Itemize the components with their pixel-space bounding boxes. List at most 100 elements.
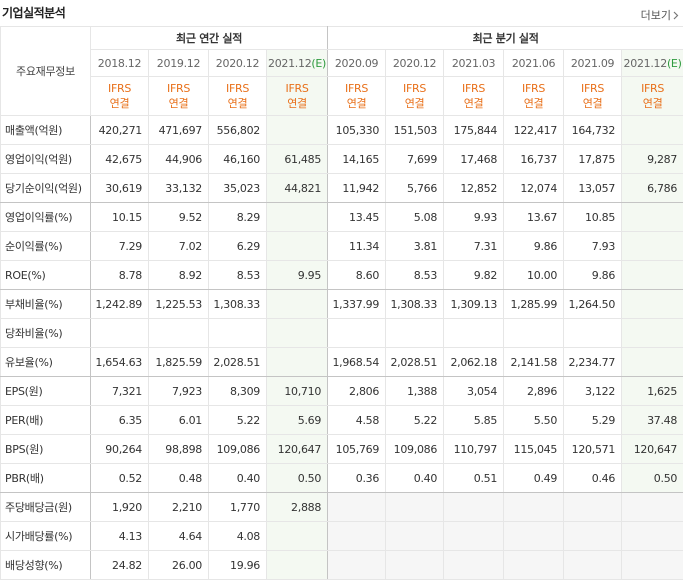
more-arrow[interactable]	[673, 11, 679, 20]
value-cell	[621, 115, 683, 145]
basis-standard: IFRS	[522, 82, 546, 95]
period-date: 2020.09	[334, 56, 379, 70]
value-cell: 0.50	[621, 463, 683, 493]
row-label: 당좌비율(%)	[0, 318, 91, 348]
value-cell: 1,625	[621, 376, 683, 406]
value-cell: 90,264	[90, 434, 149, 464]
value-cell	[443, 492, 505, 522]
period-date: 2021.09	[570, 56, 615, 70]
more-text[interactable]: 더보기	[640, 9, 671, 22]
value-cell: 13,057	[563, 173, 623, 203]
value-cell: 9.86	[563, 260, 623, 290]
basis-text: IFRS 연결	[565, 81, 621, 111]
value-cell: 2,028.51	[208, 347, 267, 377]
data-row: 당좌비율(%)	[0, 318, 683, 348]
basis-scope: 연결	[642, 97, 663, 110]
row-label: PBR(배)	[0, 463, 91, 493]
value-cell: 30,619	[90, 173, 149, 203]
value-cell: 44,906	[148, 144, 209, 174]
data-row: 배당성향(%) 24.82 26.00 19.96	[0, 550, 683, 580]
basis-standard: IFRS	[403, 82, 427, 95]
value-cell: 4.08	[208, 521, 267, 551]
row-label: EPS(원)	[0, 376, 91, 406]
value-cell: 35,023	[208, 173, 267, 203]
period-header: 2021.03	[443, 49, 505, 77]
data-row: PER(배) 6.35 6.01 5.22 5.69 4.58 5.22 5.85 5.50 5.…	[0, 405, 683, 435]
row-label: 유보율(%)	[0, 347, 91, 377]
value-cell: 3.81	[385, 231, 445, 261]
basis-standard: IFRS	[641, 82, 665, 95]
basis-header: IFRS 연결	[385, 76, 445, 116]
value-cell: 8.60	[327, 260, 387, 290]
header-row: IFRS 연결 IFRS 연결 IFRS 연결 IFRS 연결 IFRS 연결 IFRS 연결 IFRS…	[1, 76, 683, 116]
period-header: 2021.12(E)	[265, 49, 329, 77]
value-cell: 1,225.53	[148, 289, 209, 319]
value-cell	[265, 347, 329, 377]
value-cell: 1,968.54	[327, 347, 387, 377]
basis-header: IFRS 연결	[90, 76, 149, 116]
value-cell	[621, 202, 683, 232]
value-cell	[621, 231, 683, 261]
value-cell	[621, 550, 683, 580]
period-date: 2019.12	[156, 56, 201, 70]
value-cell: 0.36	[327, 463, 387, 493]
row-label: 당기순이익(억원)	[0, 173, 91, 203]
basis-standard: IFRS	[462, 82, 486, 95]
value-cell: 11.34	[327, 231, 387, 261]
value-cell: 24.82	[90, 550, 149, 580]
value-cell	[385, 550, 445, 580]
value-cell	[208, 318, 267, 348]
row-label: PER(배)	[0, 405, 91, 435]
value-cell: 0.40	[385, 463, 445, 493]
value-cell: 44,821	[265, 173, 329, 203]
header: 기업실적분석 더보기	[0, 0, 683, 26]
value-cell	[385, 492, 445, 522]
value-cell	[265, 202, 329, 232]
value-cell: 0.49	[503, 463, 565, 493]
value-cell: 8,309	[208, 376, 267, 406]
basis-standard: IFRS	[581, 82, 605, 95]
value-cell	[563, 318, 623, 348]
basis-scope: 연결	[227, 97, 248, 110]
value-cell: 0.40	[208, 463, 267, 493]
more-link[interactable]: 더보기	[641, 7, 679, 23]
period-date: 2021.12	[623, 56, 668, 70]
value-cell	[327, 521, 387, 551]
value-cell	[90, 318, 149, 348]
row-label: ROE(%)	[0, 260, 91, 290]
value-cell	[443, 521, 505, 551]
basis-header: IFRS 연결	[443, 76, 505, 116]
value-cell	[385, 521, 445, 551]
basis-text: IFRS 연결	[92, 81, 148, 111]
data-row: 매출액(억원) 420,271 471,697 556,802 105,330 151,5…	[0, 115, 683, 145]
data-row: EPS(원) 7,321 7,923 8,309 10,710 2,806 1,388 3,0…	[0, 376, 683, 406]
basis-text: IFRS 연결	[210, 81, 266, 111]
value-cell: 122,417	[503, 115, 565, 145]
value-cell: 2,234.77	[563, 347, 623, 377]
value-cell: 4.64	[148, 521, 209, 551]
value-cell: 0.52	[90, 463, 149, 493]
value-cell: 13.67	[503, 202, 565, 232]
group-header: 최근 연간 실적	[89, 26, 329, 50]
value-cell: 1,242.89	[90, 289, 149, 319]
value-cell: 0.46	[563, 463, 623, 493]
value-cell: 420,271	[90, 115, 149, 145]
row-label: 매출액(억원)	[0, 115, 91, 145]
value-cell: 2,028.51	[385, 347, 445, 377]
basis-header: IFRS 연결	[265, 76, 329, 116]
header-row: 2018.12 2019.12 2020.12 2021.12(E) 2020.09 20…	[1, 49, 683, 77]
data-row: BPS(원) 90,264 98,898 109,086 120,647 105,769 1…	[0, 434, 683, 464]
value-cell: 8.53	[208, 260, 267, 290]
basis-scope: 연결	[582, 97, 603, 110]
data-row: 영업이익률(%) 10.15 9.52 8.29 13.45 5.08 9.93 13.67 1…	[0, 202, 683, 232]
value-cell	[327, 318, 387, 348]
table-body: 매출액(억원) 420,271 471,697 556,802 105,330 151,5…	[0, 115, 683, 580]
basis-header: IFRS 연결	[621, 76, 683, 116]
basis-text: IFRS 연결	[445, 81, 503, 111]
value-cell: 5.22	[208, 405, 267, 435]
value-cell: 5.22	[385, 405, 445, 435]
value-cell: 19.96	[208, 550, 267, 580]
value-cell: 7,923	[148, 376, 209, 406]
value-cell: 10.85	[563, 202, 623, 232]
data-row: ROE(%) 8.78 8.92 8.53 9.95 8.60 8.53 9.82 10.00 9…	[0, 260, 683, 290]
